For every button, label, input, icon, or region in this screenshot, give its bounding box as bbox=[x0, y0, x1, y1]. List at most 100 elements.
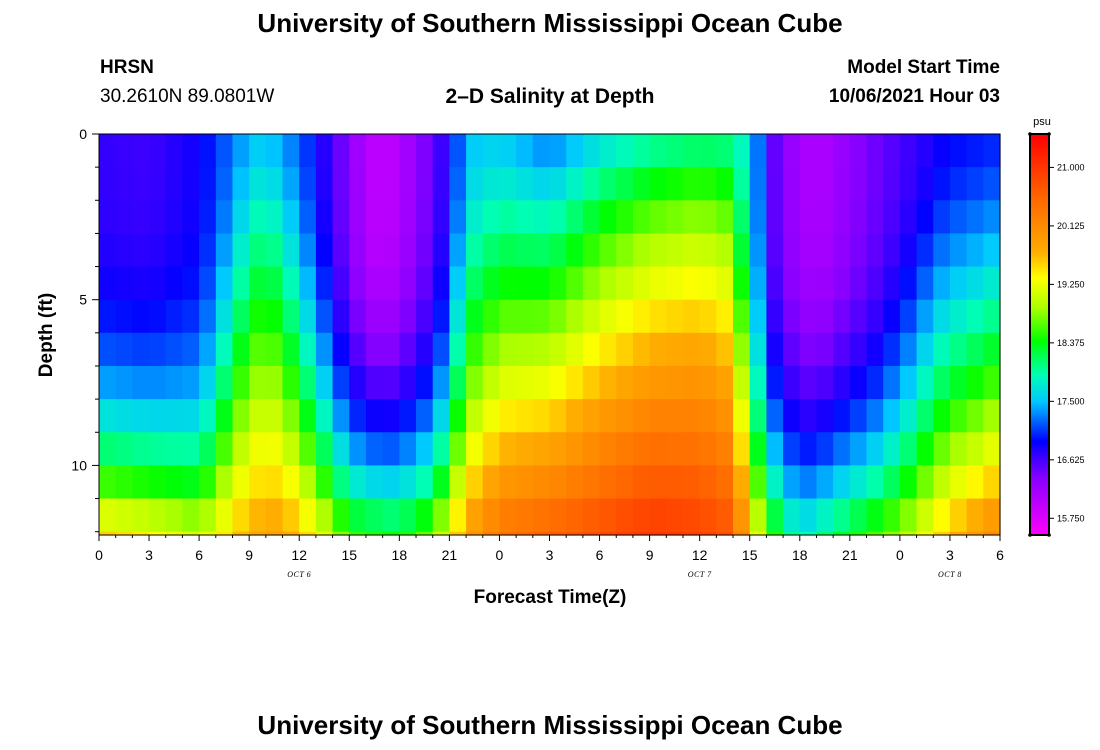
heatmap-cell bbox=[632, 299, 651, 334]
heatmap-cell bbox=[866, 365, 884, 400]
heatmap-cell bbox=[733, 332, 751, 367]
heatmap-cell bbox=[699, 465, 717, 500]
heatmap-cell bbox=[315, 432, 334, 466]
colorbar-tick-label: 16.625 bbox=[1057, 455, 1085, 465]
heatmap-cell bbox=[532, 233, 551, 268]
heatmap-cell bbox=[816, 299, 834, 334]
heatmap-cell bbox=[149, 465, 167, 500]
heatmap-cell bbox=[816, 498, 834, 533]
heatmap-cell bbox=[232, 167, 250, 201]
heatmap-cell bbox=[916, 134, 934, 168]
heatmap-cell bbox=[666, 233, 684, 268]
heatmap-cell bbox=[916, 531, 934, 536]
heatmap-cell bbox=[699, 233, 717, 268]
heatmap-cell bbox=[682, 365, 701, 400]
heatmap-cell bbox=[632, 531, 651, 536]
heatmap-cell bbox=[549, 432, 567, 466]
heatmap-cell bbox=[716, 200, 734, 235]
heatmap-cell bbox=[733, 465, 751, 500]
heatmap-cell bbox=[382, 365, 400, 400]
heatmap-cell bbox=[466, 233, 484, 268]
heatmap-cell bbox=[699, 200, 717, 235]
heatmap-cell bbox=[399, 531, 417, 536]
heatmap-cell bbox=[466, 299, 484, 334]
heatmap-cell bbox=[382, 299, 400, 334]
x-tick-label: 0 bbox=[896, 547, 904, 563]
heatmap-cell bbox=[949, 332, 968, 367]
heatmap-cell bbox=[716, 266, 734, 301]
heatmap-cell bbox=[466, 266, 484, 301]
heatmap-cell bbox=[282, 299, 300, 334]
heatmap-cell bbox=[833, 332, 851, 367]
heatmap-cells bbox=[99, 134, 1001, 536]
heatmap-cell bbox=[983, 233, 1001, 268]
heatmap-cell bbox=[949, 167, 968, 201]
heatmap-cell bbox=[449, 299, 467, 334]
heatmap-cell bbox=[516, 200, 534, 235]
heatmap-cell bbox=[249, 167, 267, 201]
heatmap-cell bbox=[516, 531, 534, 536]
heatmap-cell bbox=[482, 531, 501, 536]
heatmap-cell bbox=[599, 399, 617, 433]
heatmap-cell bbox=[582, 200, 601, 235]
heatmap-cell bbox=[499, 399, 517, 433]
x-tick-label: 18 bbox=[792, 547, 808, 563]
heatmap-cell bbox=[332, 167, 350, 201]
heatmap-cell bbox=[232, 432, 250, 466]
heatmap-cell bbox=[365, 498, 384, 533]
heatmap-cell bbox=[449, 399, 467, 433]
heatmap-cell bbox=[916, 465, 934, 500]
heatmap-cell bbox=[833, 134, 851, 168]
heatmap-cell bbox=[416, 233, 434, 268]
heatmap-cell bbox=[566, 233, 584, 268]
heatmap-cell bbox=[432, 200, 450, 235]
heatmap-cell bbox=[733, 167, 751, 201]
heatmap-cell bbox=[199, 465, 217, 500]
heatmap-cell bbox=[482, 399, 501, 433]
heatmap-cell bbox=[816, 465, 834, 500]
heatmap-cell bbox=[916, 498, 934, 533]
heatmap-cell bbox=[983, 134, 1001, 168]
heatmap-cell bbox=[949, 498, 968, 533]
heatmap-cell bbox=[215, 332, 234, 367]
heatmap-cell bbox=[716, 332, 734, 367]
heatmap-cell bbox=[332, 399, 350, 433]
heatmap-cell bbox=[416, 399, 434, 433]
heatmap-cell bbox=[733, 299, 751, 334]
heatmap-cell bbox=[899, 365, 918, 400]
heatmap-cell bbox=[682, 167, 701, 201]
heatmap-cell bbox=[599, 432, 617, 466]
heatmap-cell bbox=[449, 233, 467, 268]
heatmap-cell bbox=[983, 432, 1001, 466]
heatmap-cell bbox=[365, 266, 384, 301]
heatmap-cell bbox=[682, 498, 701, 533]
heatmap-cell bbox=[132, 432, 150, 466]
heatmap-cell bbox=[115, 266, 133, 301]
heatmap-cell bbox=[449, 498, 467, 533]
x-axis-title: Forecast Time(Z) bbox=[474, 587, 627, 608]
heatmap-cell bbox=[199, 167, 217, 201]
heatmap-cell bbox=[499, 266, 517, 301]
heatmap-cell bbox=[99, 498, 117, 533]
heatmap-cell bbox=[449, 167, 467, 201]
heatmap-cell bbox=[332, 299, 350, 334]
heatmap-cell bbox=[516, 465, 534, 500]
heatmap-cell bbox=[899, 200, 918, 235]
y-axis: 0 5 10 bbox=[71, 126, 99, 533]
heatmap-cell bbox=[916, 200, 934, 235]
heatmap-cell bbox=[365, 399, 384, 433]
heatmap-cell bbox=[182, 233, 200, 268]
heatmap-cell bbox=[232, 465, 250, 500]
heatmap-cell bbox=[215, 233, 234, 268]
x-tick-label: 9 bbox=[245, 547, 253, 563]
heatmap-cell bbox=[682, 134, 701, 168]
y-tick-label: 0 bbox=[79, 126, 87, 142]
heatmap-cell bbox=[265, 200, 284, 235]
heatmap-cell bbox=[649, 167, 667, 201]
heatmap-cell bbox=[849, 332, 868, 367]
heatmap-cell bbox=[215, 432, 234, 466]
heatmap-cell bbox=[949, 233, 968, 268]
heatmap-cell bbox=[749, 531, 768, 536]
heatmap-cell bbox=[165, 332, 184, 367]
heatmap-cell bbox=[482, 432, 501, 466]
